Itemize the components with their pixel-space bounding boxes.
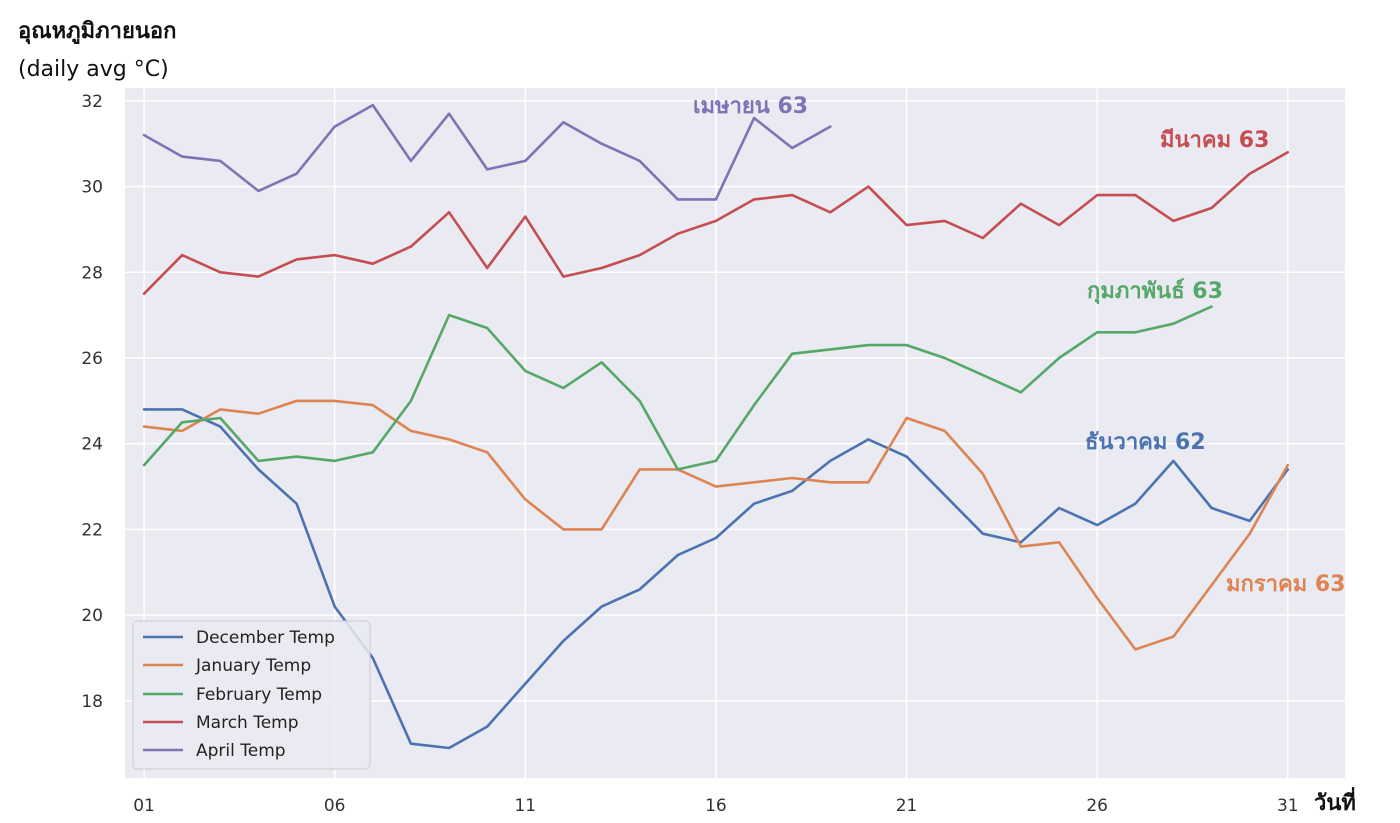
y-tick-label: 18	[81, 692, 103, 712]
annotation-april: เมษายน 63	[693, 94, 808, 119]
y-tick-label: 32	[81, 92, 103, 112]
y-tick-label: 24	[81, 435, 103, 455]
annotation-march: มีนาคม 63	[1160, 128, 1269, 153]
y-tick-label: 30	[81, 178, 103, 198]
x-gridlines	[143, 88, 1289, 778]
x-tick-label: 31	[1277, 796, 1299, 816]
legend-box	[132, 620, 371, 770]
legend-label-january: January Temp	[195, 656, 311, 676]
x-axis-label: วันที่	[1314, 786, 1356, 816]
legend: December Temp January Temp February Temp…	[132, 620, 371, 770]
series-line-december	[142, 408, 1290, 750]
legend-label-february: February Temp	[196, 685, 322, 705]
x-tick-label: 01	[133, 796, 155, 816]
legend-label-march: March Temp	[196, 713, 299, 733]
x-tick-labels: 01 06 11 16 21 26 31	[133, 796, 1298, 816]
series-line-january	[142, 399, 1290, 651]
series-lines	[142, 103, 1290, 750]
y-tick-label: 22	[81, 520, 103, 540]
legend-label-april: April Temp	[196, 741, 286, 761]
series-line-march	[142, 151, 1290, 296]
x-tick-label: 21	[896, 796, 918, 816]
x-tick-label: 26	[1086, 796, 1108, 816]
x-tick-label: 06	[324, 796, 346, 816]
annotation-december: ธันวาคม 62	[1085, 430, 1206, 455]
y-axis-unit: (daily avg °C)	[18, 57, 169, 82]
x-tick-label: 16	[705, 796, 727, 816]
y-tick-label: 28	[81, 263, 103, 283]
x-tick-label: 11	[514, 796, 536, 816]
y-axis-label: อุณหภูมิภายนอก	[18, 19, 176, 45]
legend-label-december: December Temp	[196, 628, 335, 648]
y-tick-labels: 18 20 22 24 26 28 30 32	[81, 92, 103, 712]
series-line-april	[142, 103, 832, 201]
annotation-february: กุมภาพันธ์ 63	[1087, 278, 1223, 305]
annotation-january: มกราคม 63	[1226, 572, 1346, 597]
series-line-february	[142, 305, 1213, 471]
y-tick-label: 20	[81, 606, 103, 626]
y-tick-label: 26	[81, 349, 103, 369]
